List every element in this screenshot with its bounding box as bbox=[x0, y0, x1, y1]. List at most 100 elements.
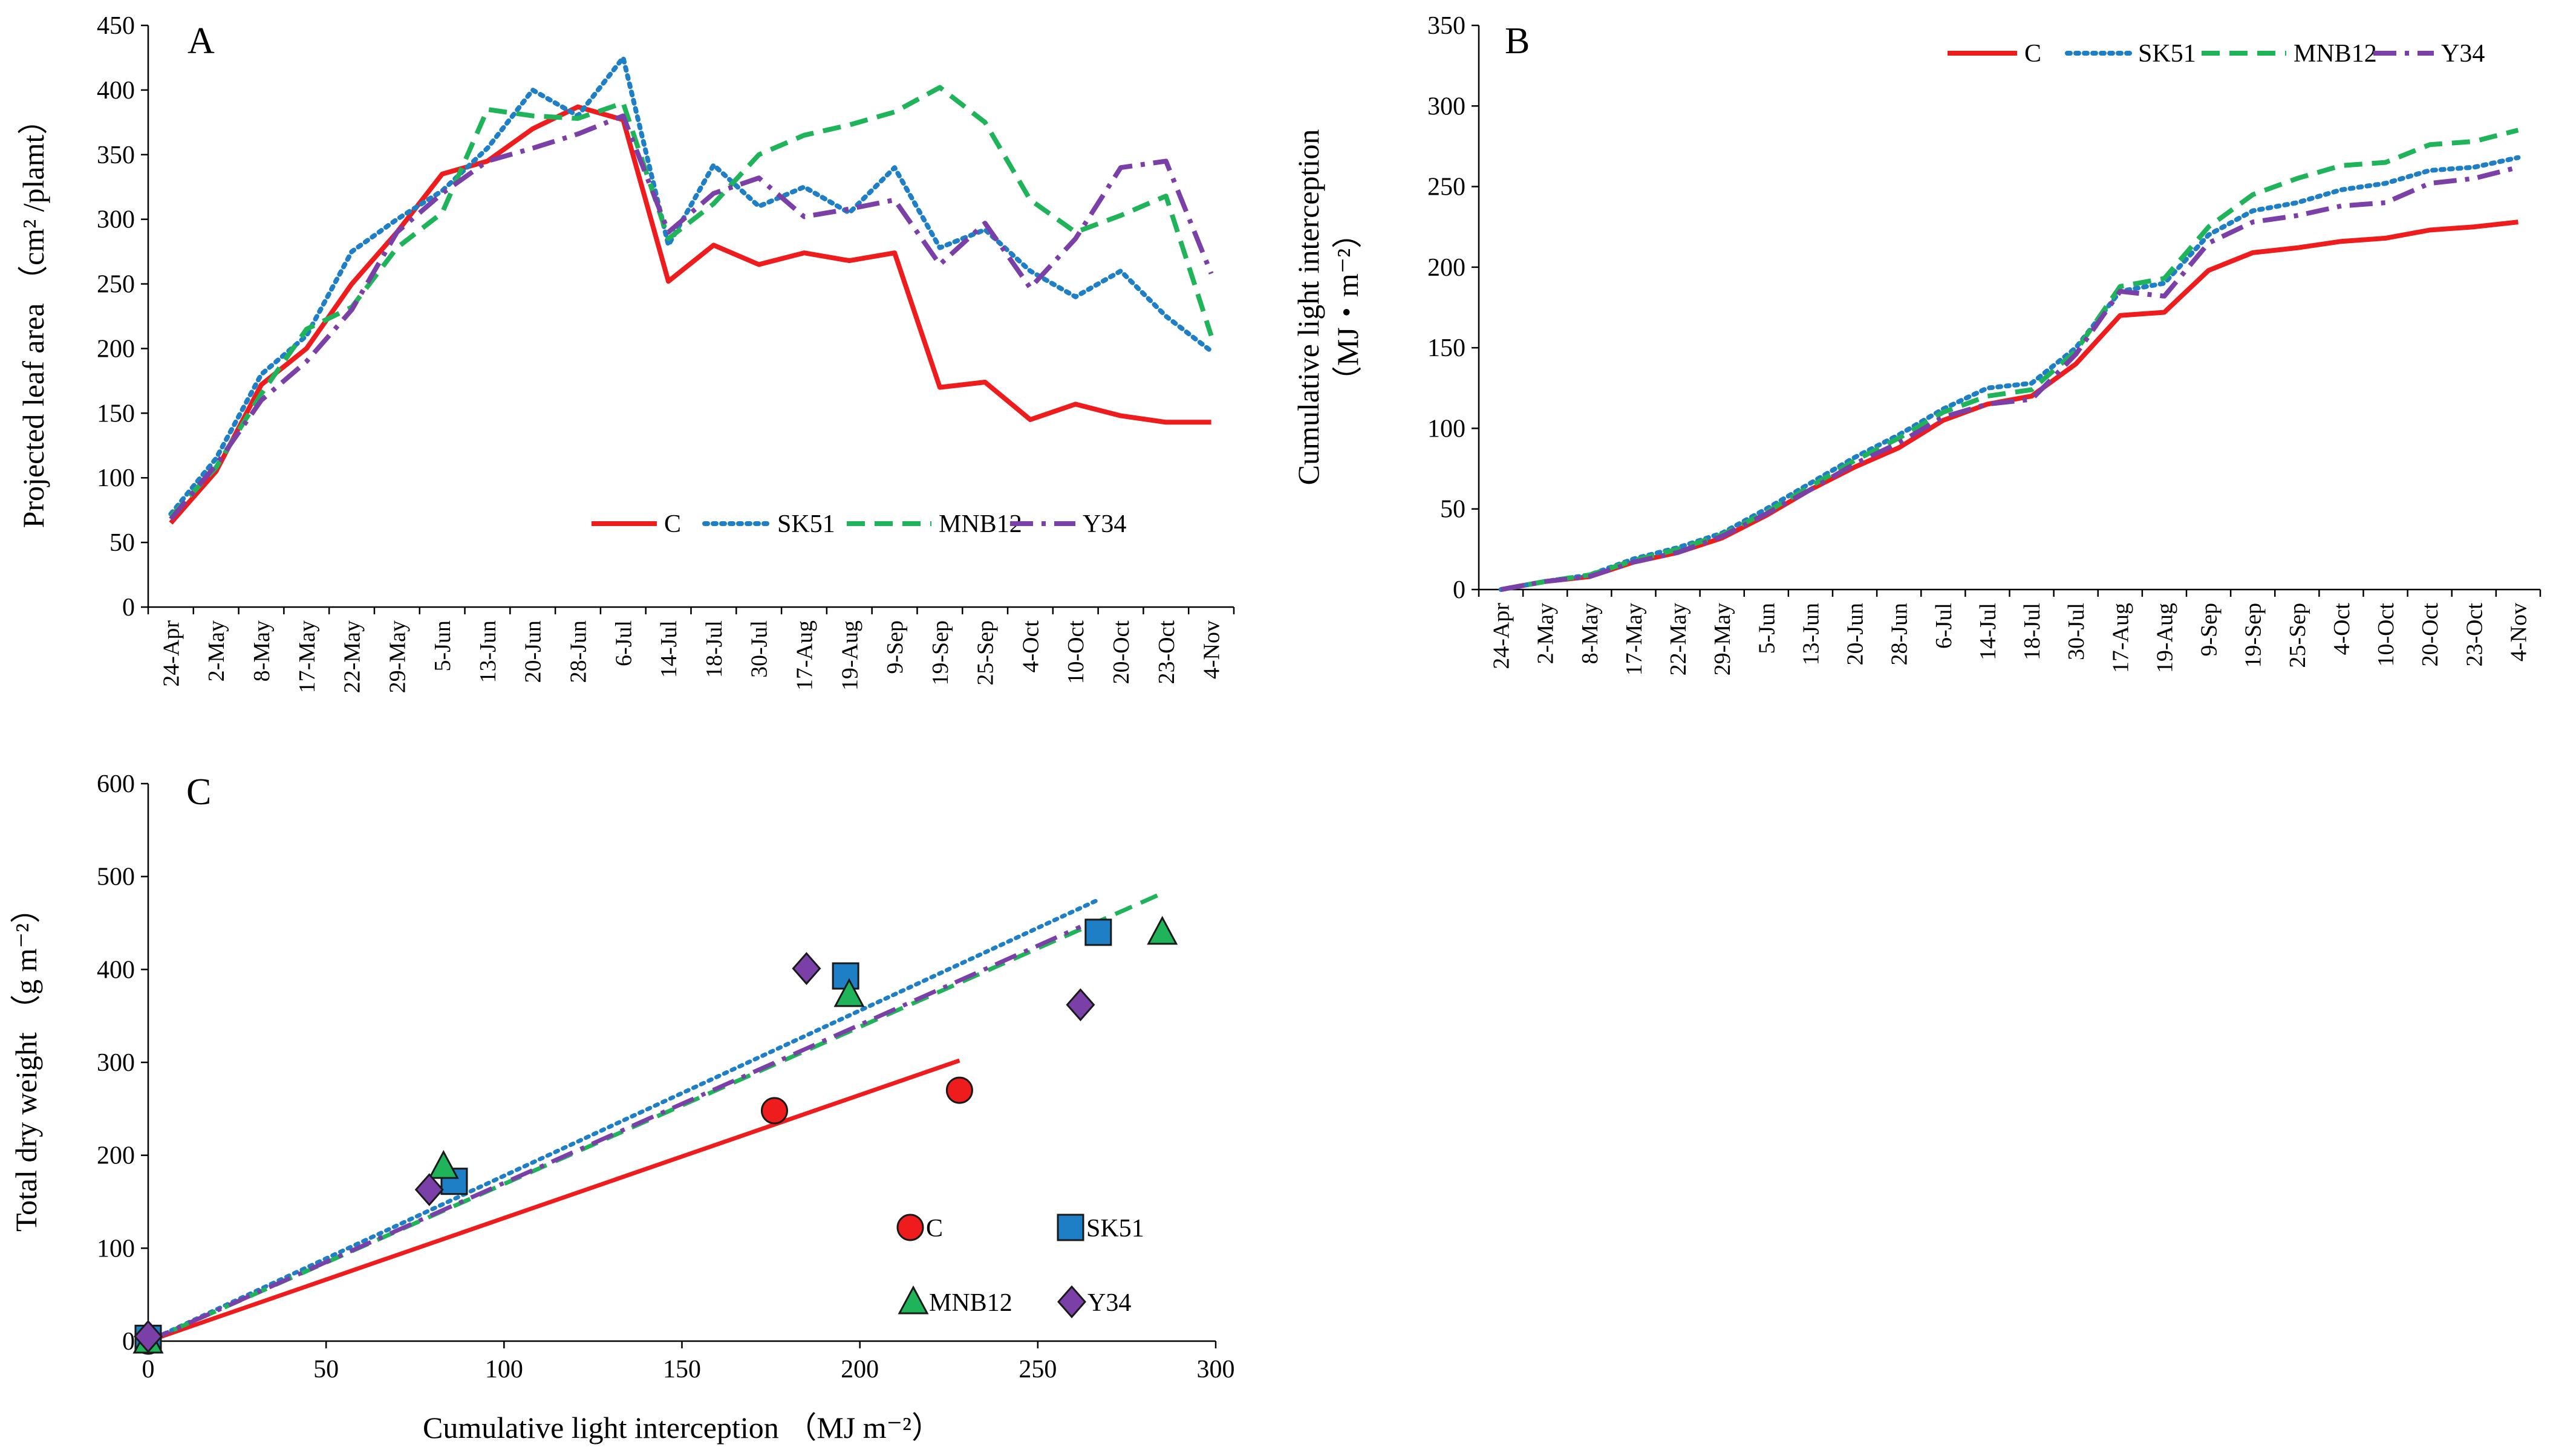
x-category-label: 5-Jun bbox=[1754, 603, 1779, 654]
series-line-mnb12 bbox=[1500, 128, 2519, 592]
y-axis-label-line2: （MJ・m⁻²） bbox=[1331, 218, 1364, 396]
y-tick-label: 600 bbox=[97, 770, 135, 798]
x-category-label: 9-Sep bbox=[882, 620, 908, 674]
legend-label-sk51: SK51 bbox=[777, 510, 835, 538]
data-point-c bbox=[760, 1097, 788, 1125]
x-category-label: 2-May bbox=[1533, 603, 1559, 664]
data-point-y34 bbox=[134, 1320, 163, 1353]
legend-label-sk51: SK51 bbox=[2138, 40, 2196, 68]
x-category-label: 25-Sep bbox=[973, 620, 999, 686]
x-category-label: 17-May bbox=[295, 620, 320, 693]
y-tick-label: 350 bbox=[97, 141, 135, 169]
legend-label-mnb12: MNB12 bbox=[929, 1289, 1012, 1317]
x-category-label: 5-Jun bbox=[430, 620, 455, 671]
y-tick-label: 350 bbox=[1427, 12, 1465, 40]
x-category-label: 17-May bbox=[1622, 603, 1647, 675]
y-axis-label-line1: Cumulative light interception bbox=[1291, 129, 1325, 486]
x-tick-label: 300 bbox=[1197, 1356, 1235, 1383]
x-category-label: 20-Jun bbox=[1843, 603, 1868, 665]
x-category-label: 10-Oct bbox=[1063, 620, 1089, 684]
x-category-label: 23-Oct bbox=[2462, 603, 2487, 667]
x-category-label: 22-May bbox=[1666, 603, 1691, 675]
x-tick-label: 50 bbox=[313, 1356, 339, 1383]
x-category-label: 24-Apr bbox=[158, 620, 184, 687]
x-category-label: 25-Sep bbox=[2285, 603, 2310, 668]
x-category-label: 14-Jul bbox=[1975, 603, 2001, 660]
series-line-sk51 bbox=[168, 55, 1214, 517]
data-point-sk51 bbox=[832, 962, 859, 990]
series-line-y34 bbox=[1500, 164, 2519, 592]
data-point-c bbox=[945, 1076, 973, 1104]
y-tick-label: 50 bbox=[109, 529, 135, 557]
y-tick-label: 250 bbox=[97, 271, 135, 299]
x-category-label: 28-Jun bbox=[1887, 603, 1912, 665]
series-line-c bbox=[1500, 219, 2519, 592]
x-tick-label: 250 bbox=[1019, 1356, 1057, 1383]
panel-a-chart: 0 50 100 150 200 250 300 350 400 450 24-Apr 2-May 8-… bbox=[16, 12, 1235, 693]
y-tick-label: 100 bbox=[97, 464, 135, 492]
x-category-label: 4-Oct bbox=[2329, 603, 2355, 655]
y-tick-label: 50 bbox=[1440, 496, 1465, 524]
y-tick-label: 200 bbox=[1427, 254, 1465, 282]
x-category-label: 17-Aug bbox=[792, 620, 817, 691]
legend-label-y34: Y34 bbox=[1083, 510, 1126, 538]
y-axis-label: Total dry weight （g m⁻²） bbox=[9, 893, 43, 1232]
legend-label-c: C bbox=[2024, 40, 2041, 68]
y-tick-label: 0 bbox=[122, 1328, 135, 1356]
x-category-label: 4-Nov bbox=[2506, 603, 2531, 661]
x-category-label: 20-Oct bbox=[2417, 603, 2443, 667]
x-category-label: 28-Jun bbox=[566, 620, 592, 683]
y-tick-label: 150 bbox=[97, 400, 135, 427]
y-tick-label: 400 bbox=[97, 77, 135, 105]
series-line-y34 bbox=[169, 113, 1214, 521]
x-category-label: 30-Jul bbox=[2064, 603, 2089, 660]
x-category-label: 8-May bbox=[249, 620, 275, 681]
x-category-label: 2-May bbox=[204, 620, 229, 681]
x-category-label: 18-Jul bbox=[702, 620, 727, 678]
x-category-label: 18-Jul bbox=[2020, 603, 2045, 660]
x-category-label: 10-Oct bbox=[2373, 603, 2399, 667]
y-tick-label: 200 bbox=[97, 1142, 135, 1170]
x-category-label: 24-Apr bbox=[1489, 603, 1514, 669]
y-axis-label: Projected leaf area （cm² /plamt） bbox=[16, 105, 50, 528]
legend-marker-c bbox=[896, 1214, 924, 1241]
panel-title: B bbox=[1505, 21, 1530, 62]
legend-marker-sk51 bbox=[1057, 1214, 1084, 1241]
x-category-label: 20-Jun bbox=[521, 620, 546, 683]
y-tick-label: 100 bbox=[1427, 415, 1465, 443]
x-category-label: 29-May bbox=[385, 620, 410, 693]
y-tick-label: 200 bbox=[97, 335, 135, 363]
x-category-label: 4-Oct bbox=[1018, 620, 1043, 673]
panel-c-chart: 0 100 200 300 400 500 600 0 50 100 150 200 250 300 C To… bbox=[9, 770, 1235, 1445]
x-category-label: 23-Oct bbox=[1154, 620, 1179, 684]
data-point-mnb12 bbox=[1147, 915, 1178, 945]
x-tick-label: 0 bbox=[142, 1356, 155, 1383]
y-tick-label: 150 bbox=[1427, 334, 1465, 362]
x-category-label: 13-Jun bbox=[475, 620, 501, 683]
series-line-c bbox=[169, 104, 1211, 525]
y-tick-label: 100 bbox=[97, 1235, 135, 1263]
panel-title: C bbox=[186, 772, 211, 813]
x-category-label: 29-May bbox=[1710, 603, 1735, 675]
legend-label-y34: Y34 bbox=[2441, 40, 2485, 68]
x-category-label: 4-Nov bbox=[1199, 620, 1225, 679]
x-category-label: 6-Jul bbox=[1931, 603, 1957, 649]
x-category-label: 8-May bbox=[1577, 603, 1603, 664]
x-category-label: 30-Jul bbox=[747, 620, 772, 678]
x-category-label: 19-Aug bbox=[837, 620, 862, 691]
x-tick-label: 200 bbox=[841, 1356, 879, 1383]
legend-label-c: C bbox=[664, 510, 681, 538]
x-category-label: 6-Jul bbox=[611, 620, 636, 666]
y-tick-label: 500 bbox=[97, 863, 135, 891]
fit-line-c bbox=[147, 1058, 960, 1344]
y-tick-label: 300 bbox=[1427, 93, 1465, 120]
legend-label-sk51: SK51 bbox=[1086, 1215, 1144, 1243]
legend-marker-y34 bbox=[1057, 1285, 1086, 1319]
y-tick-label: 0 bbox=[1453, 576, 1465, 604]
data-point-y34 bbox=[792, 952, 821, 986]
y-tick-label: 250 bbox=[1427, 174, 1465, 201]
legend-label-mnb12: MNB12 bbox=[939, 510, 1022, 538]
legend-label-mnb12: MNB12 bbox=[2294, 40, 2377, 68]
x-category-label: 20-Oct bbox=[1109, 620, 1134, 684]
